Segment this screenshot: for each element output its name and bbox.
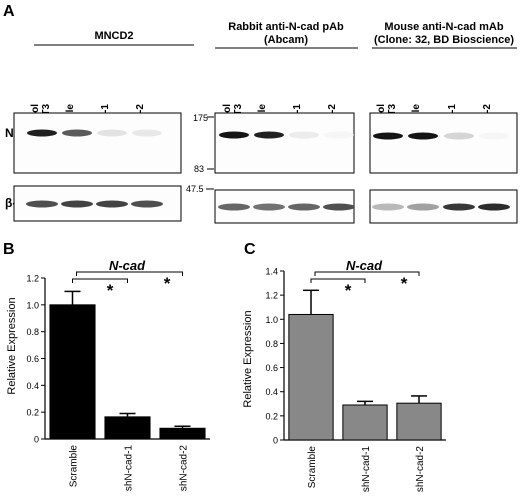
blot-ncad-mncd2 (13, 112, 182, 174)
marker-83: 83 (194, 164, 204, 174)
significance-star: * (345, 281, 352, 300)
actin-band (478, 203, 510, 211)
bar (159, 427, 206, 440)
actin-band (288, 203, 320, 211)
bar (288, 313, 334, 441)
bar (342, 404, 388, 441)
blot-ncad-rabbit (214, 112, 355, 174)
chart-b-title: N-cad (109, 258, 146, 273)
actin-band (323, 203, 355, 211)
ncad-band (479, 132, 509, 140)
group-subtitle-mouse: (Clone: 32, BD Bioscience) (374, 34, 514, 46)
chart-b-ylabel: Relative Expression (6, 297, 18, 394)
bar (104, 416, 151, 440)
y-tick-label: 1.0 (265, 315, 278, 325)
y-tick-label: 1.2 (26, 274, 39, 284)
ncad-band (444, 132, 474, 140)
panel-a-label: A (3, 3, 15, 20)
y-tick-label: 1.0 (26, 300, 39, 310)
ncad-band (408, 132, 438, 140)
significance-star: * (164, 274, 171, 293)
significance-star: * (401, 274, 408, 293)
group-title-mouse: Mouse anti-N-cad mAb (384, 21, 503, 33)
actin-band (96, 200, 128, 208)
ncad-band (132, 129, 162, 137)
y-tick-label: 0.4 (26, 381, 39, 391)
y-tick-label: 0 (34, 435, 39, 445)
significance-star: * (107, 281, 114, 300)
chart-c-title: N-cad (346, 258, 383, 273)
ncad-band (373, 132, 403, 140)
category-label: Scramble (69, 445, 80, 488)
category-label: shN-cad-1 (361, 446, 372, 493)
ncad-band (62, 129, 92, 137)
panel-c-label: C (244, 241, 256, 258)
chart-c-ylabel: Relative Expression (242, 310, 254, 407)
y-tick-label: 1.2 (265, 291, 278, 301)
group-subtitle-rabbit: (Abcam) (264, 34, 308, 46)
actin-band (407, 203, 439, 211)
y-tick-label: 0.8 (26, 327, 39, 337)
category-label: Scramble (307, 446, 318, 489)
y-tick-label: 0.6 (26, 354, 39, 364)
actin-band (372, 203, 404, 211)
marker-175: 175 (193, 113, 208, 123)
blot-ncad-mouse (369, 112, 518, 174)
panel-b-label: B (3, 241, 15, 258)
y-tick-label: 0.8 (265, 339, 278, 349)
group-title-rabbit: Rabbit anti-N-cad pAb (228, 21, 344, 33)
significance-bracket (72, 278, 128, 283)
chart-c: 0 0.2 0.4 0.6 0.8 1.0 1.2 1.4 Scramble shN-cad-1 s… (265, 267, 446, 493)
actin-band (61, 200, 93, 208)
significance-bracket (76, 271, 183, 276)
category-label: shN-cad-1 (124, 445, 135, 492)
category-label: shN-cad-2 (179, 445, 190, 492)
ncad-band (97, 129, 127, 137)
ncad-band (254, 131, 284, 139)
y-tick-label: 0 (273, 436, 278, 446)
western-bands (26, 129, 510, 211)
ncad-band (289, 131, 319, 139)
marker-47-5: 47.5 (186, 184, 204, 194)
chart-b: 0 0.2 0.4 0.6 0.8 1.0 1.2 Scramble shN-cad-1 shN-… (26, 271, 210, 492)
actin-band (26, 200, 58, 208)
actin-band (131, 200, 163, 208)
ncad-band (27, 129, 57, 137)
y-tick-label: 0.2 (265, 411, 278, 421)
group-title-mncd2: MNCD2 (94, 30, 133, 42)
y-tick-label: 0.4 (265, 387, 278, 397)
actin-band (253, 203, 285, 211)
actin-band (218, 203, 250, 211)
significance-bracket (314, 271, 420, 276)
ncad-band (324, 131, 354, 139)
category-label: shN-cad-2 (415, 446, 426, 493)
ncad-band (219, 131, 249, 139)
bar (396, 402, 442, 441)
y-tick-label: 0.2 (26, 408, 39, 418)
y-tick-label: 1.4 (265, 267, 278, 277)
bar (49, 304, 96, 440)
actin-band (443, 203, 475, 211)
y-tick-label: 0.6 (265, 363, 278, 373)
significance-bracket (310, 278, 366, 283)
